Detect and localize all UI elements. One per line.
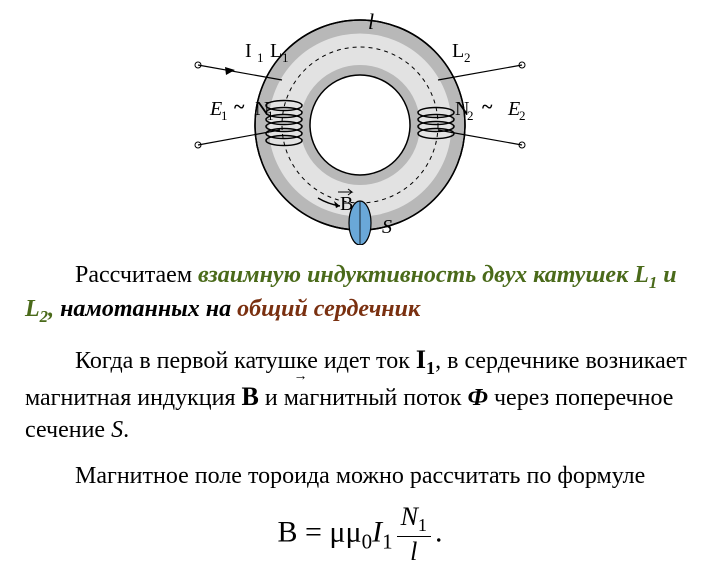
symbol-S: S <box>111 417 123 443</box>
symbol-Phi: Ф <box>468 385 488 411</box>
formula: B = μμ0I1N1l. <box>25 502 695 567</box>
symbol-I1: I1 <box>416 345 435 374</box>
paragraph-1: Когда в первой катушке идет ток I1, в се… <box>25 343 695 446</box>
svg-text:1: 1 <box>267 108 274 123</box>
toroid-svg: ~~lI1L1L2E1N1N2E2BS <box>170 5 550 245</box>
svg-text:2: 2 <box>464 50 471 65</box>
svg-text:S: S <box>382 216 392 238</box>
svg-text:L: L <box>270 40 282 62</box>
svg-text:L: L <box>452 40 464 62</box>
toroid-figure: ~~lI1L1L2E1N1N2E2BS <box>0 0 720 250</box>
symbol-B: →B <box>242 382 259 411</box>
svg-text:1: 1 <box>221 108 228 123</box>
svg-text:2: 2 <box>467 108 474 123</box>
svg-text:2: 2 <box>519 108 526 123</box>
svg-text:~: ~ <box>234 96 245 118</box>
text-content: Рассчитаем взаимную индуктивность двух к… <box>0 260 720 567</box>
formula-fraction: N1l <box>397 502 431 567</box>
heading: Рассчитаем взаимную индуктивность двух к… <box>25 260 695 328</box>
paragraph-2: Магнитное поле тороида можно рассчитать … <box>25 461 695 492</box>
svg-text:1: 1 <box>257 50 264 65</box>
svg-text:1: 1 <box>282 50 289 65</box>
svg-text:l: l <box>368 9 374 34</box>
heading-plain: намотанных на <box>54 296 237 322</box>
svg-text:I: I <box>245 40 252 62</box>
heading-highlight-2: общий сердечник <box>237 296 420 322</box>
heading-lead: Рассчитаем <box>75 262 198 288</box>
svg-text:B: B <box>340 193 353 215</box>
svg-text:~: ~ <box>482 96 493 118</box>
